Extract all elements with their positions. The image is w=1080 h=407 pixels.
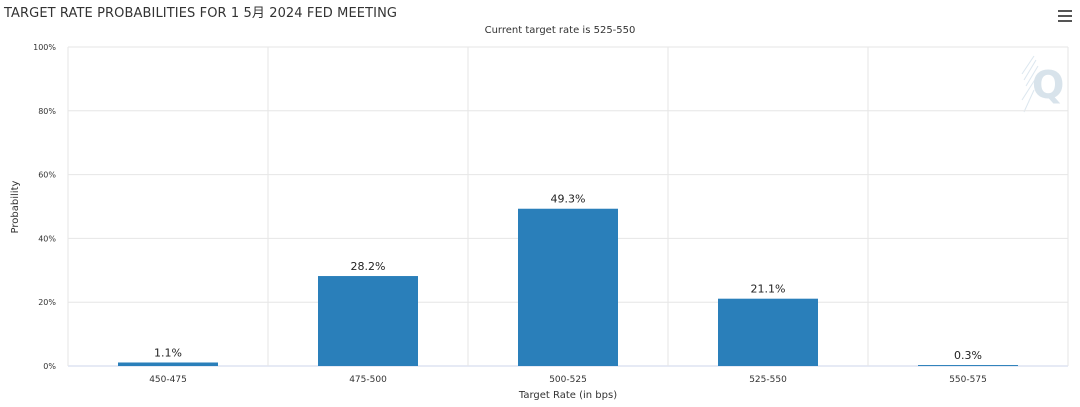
x-tick-label: 475-500 <box>349 375 387 385</box>
y-tick-label: 0% <box>43 362 56 371</box>
chart-subtitle: Current target rate is 525-550 <box>484 25 636 36</box>
logo-watermark-icon: Q <box>1021 55 1064 113</box>
bar-550-575 <box>918 365 1018 366</box>
chart-title: TARGET RATE PROBABILITIES FOR 1 5月 2024 … <box>4 6 398 21</box>
bar-500-525 <box>518 208 618 366</box>
data-label: 28.2% <box>351 260 386 273</box>
y-tick-label: 80% <box>38 107 56 116</box>
x-tick-label: 550-575 <box>949 375 987 385</box>
svg-text:Q: Q <box>1032 63 1064 107</box>
y-axis-title: Probability <box>10 180 21 233</box>
hamburger-menu-icon[interactable] <box>1058 10 1072 22</box>
y-tick-label: 60% <box>38 171 56 180</box>
bar-450-475 <box>118 362 218 366</box>
bar-475-500 <box>318 276 418 366</box>
data-label: 21.1% <box>751 283 786 296</box>
data-label: 49.3% <box>551 193 586 206</box>
y-tick-label: 20% <box>38 298 56 307</box>
x-tick-label: 500-525 <box>549 375 587 385</box>
x-axis-title: Target Rate (in bps) <box>518 390 617 401</box>
data-label: 1.1% <box>154 346 182 359</box>
y-tick-label: 100% <box>33 43 56 52</box>
bar-525-550 <box>718 298 818 366</box>
data-label: 0.3% <box>954 349 982 362</box>
x-tick-label: 525-550 <box>749 375 787 385</box>
y-tick-label: 40% <box>38 234 56 243</box>
x-tick-label: 450-475 <box>149 375 187 385</box>
